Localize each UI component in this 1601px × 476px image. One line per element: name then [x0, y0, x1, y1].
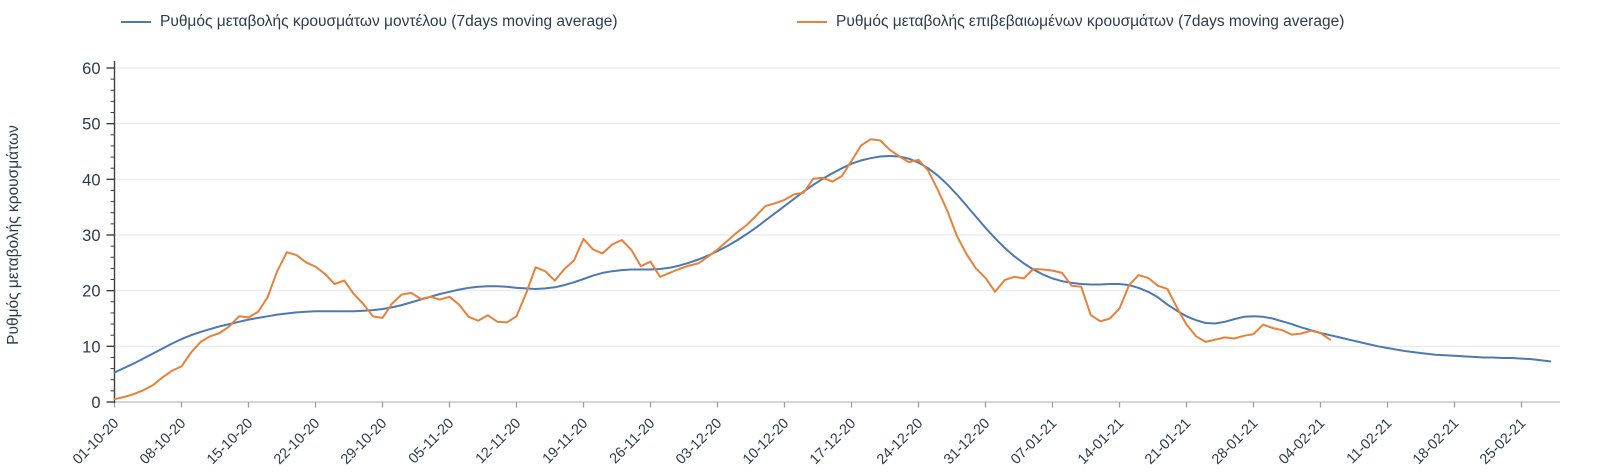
- y-axis-title: Ρυθμός μεταβολής κρουσμάτων: [5, 125, 22, 345]
- y-tick-label: 0: [91, 394, 100, 412]
- x-tick-label: 22-10-20: [271, 416, 323, 468]
- x-tick-label: 03-12-20: [673, 416, 725, 468]
- confirmed-series-line: [113, 138, 1332, 401]
- x-tick-label: 31-12-20: [941, 416, 993, 468]
- y-tick-label: 40: [82, 171, 100, 189]
- legend-swatch-model-line: [121, 21, 151, 23]
- x-tick-label: 24-12-20: [874, 416, 926, 468]
- x-tick-label: 21-01-21: [1142, 416, 1194, 468]
- x-tick-label: 18-02-21: [1410, 416, 1462, 468]
- y-tick-label: 60: [82, 60, 100, 78]
- y-tick-label: 10: [82, 338, 100, 356]
- x-tick-label: 15-10-20: [204, 416, 256, 468]
- x-tick-label: 17-12-20: [807, 416, 859, 468]
- x-tick-label: 05-11-20: [406, 416, 458, 468]
- legend-label-confirmed: Ρυθμός μεταβολής επιβεβαιωμένων κρουσμάτ…: [836, 13, 1345, 30]
- legend-item-confirmed: Ρυθμός μεταβολής επιβεβαιωμένων κρουσμάτ…: [797, 13, 1344, 31]
- x-tick-label: 07-01-21: [1008, 416, 1060, 468]
- y-tick-label: 30: [82, 227, 100, 245]
- x-tick-label: 08-10-20: [137, 416, 189, 468]
- legend-item-model: Ρυθμός μεταβολής κρουσμάτων μοντέλου (7d…: [121, 13, 618, 31]
- y-tick-label: 20: [82, 283, 100, 301]
- chart-legend: Ρυθμός μεταβολής κρουσμάτων μοντέλου (7d…: [0, 13, 1601, 39]
- x-tick-label: 12-11-20: [473, 416, 525, 468]
- x-tick-label: 19-11-20: [540, 416, 592, 468]
- x-tick-label: 25-02-21: [1477, 416, 1529, 468]
- x-tick-label: 11-02-21: [1344, 416, 1396, 468]
- legend-swatch-confirmed-line: [797, 21, 827, 23]
- y-tick-label: 50: [82, 116, 100, 134]
- legend-label-model: Ρυθμός μεταβολής κρουσμάτων μοντέλου (7d…: [160, 13, 618, 30]
- model-series-line: [113, 155, 1552, 374]
- x-tick-label: 26-11-20: [607, 416, 659, 468]
- x-tick-label: 14-01-21: [1075, 416, 1127, 468]
- x-tick-label: 01-10-20: [70, 416, 122, 468]
- x-tick-label: 04-02-21: [1276, 416, 1328, 468]
- x-tick-label: 10-12-20: [740, 416, 792, 468]
- x-tick-label: 29-10-20: [338, 416, 390, 468]
- x-tick-label: 28-01-21: [1209, 416, 1261, 468]
